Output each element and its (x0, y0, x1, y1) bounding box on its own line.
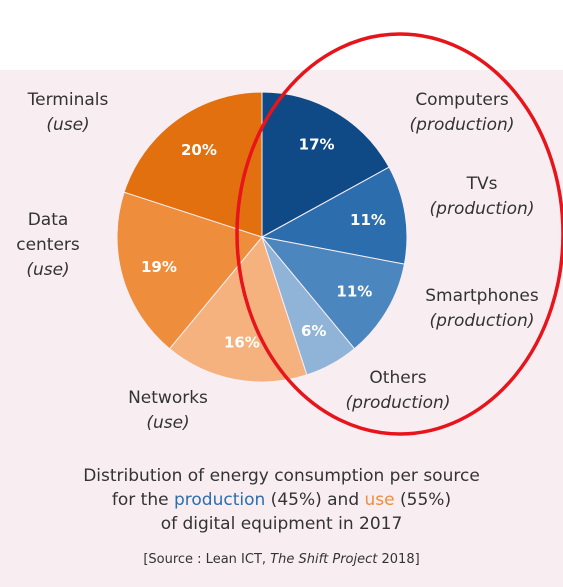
category-note: (use) (46, 115, 90, 135)
slice-label: Terminals (use) (0, 88, 143, 138)
category-name: Others (369, 368, 427, 388)
category-note: (production) (429, 311, 535, 331)
category-name: Computers (415, 90, 509, 110)
slice-label: Data centers (use) (13, 208, 83, 283)
caption-text: of digital equipment in 2017 (160, 514, 403, 534)
pie-slice (116, 191, 263, 350)
caption-production: production (173, 490, 266, 510)
caption-line: of digital equipment in 2017 (0, 514, 563, 534)
source-text: [Source : Lean ICT, (143, 552, 271, 567)
pie-slice (261, 91, 390, 238)
category-name: Networks (128, 388, 208, 408)
value-label: 11% (350, 211, 386, 229)
value-label: 20% (181, 141, 217, 159)
category-name: Terminals (27, 90, 109, 110)
category-note: (use) (26, 260, 70, 280)
caption-text: (45%) and (265, 490, 365, 510)
value-label: 19% (141, 258, 177, 276)
highlight-ellipse (235, 32, 563, 436)
source-line: [Source : Lean ICT, The Shift Project 20… (0, 552, 563, 567)
pie-slice (260, 236, 406, 350)
caption-use: use (364, 490, 395, 510)
value-label: 6% (301, 322, 326, 340)
value-label: 11% (336, 283, 372, 301)
category-note: (production) (409, 115, 515, 135)
category-note: (production) (429, 199, 535, 219)
caption-line: Distribution of energy consumption per s… (0, 466, 563, 486)
slice-label: TVs (production) (407, 172, 557, 222)
caption-line: for the production (45%) and use (55%) (0, 490, 563, 510)
category-note: (production) (345, 393, 451, 413)
slice-label: Networks (use) (93, 386, 243, 436)
slice-label: Others (production) (323, 366, 473, 416)
caption-text: Distribution of energy consumption per s… (83, 466, 480, 486)
category-note: (use) (146, 413, 190, 433)
slice-label: Smartphones (production) (407, 284, 557, 334)
caption-text: for the (111, 490, 174, 510)
source-text: 2018] (377, 552, 420, 567)
pie-slice (123, 91, 263, 238)
pie: 17% 11% 11% 6% 16% 19% 20% (116, 91, 408, 383)
category-name: Smartphones (425, 286, 539, 306)
category-name: TVs (466, 174, 498, 194)
source-title: The Shift Project (270, 552, 378, 567)
pie-slice (260, 166, 408, 265)
value-label: 17% (299, 136, 335, 154)
slice-label: Computers (production) (387, 88, 537, 138)
value-label: 16% (224, 333, 260, 351)
caption-text: (55%) (394, 490, 452, 510)
category-name: Data centers (16, 210, 80, 255)
pie-slice (168, 235, 308, 383)
